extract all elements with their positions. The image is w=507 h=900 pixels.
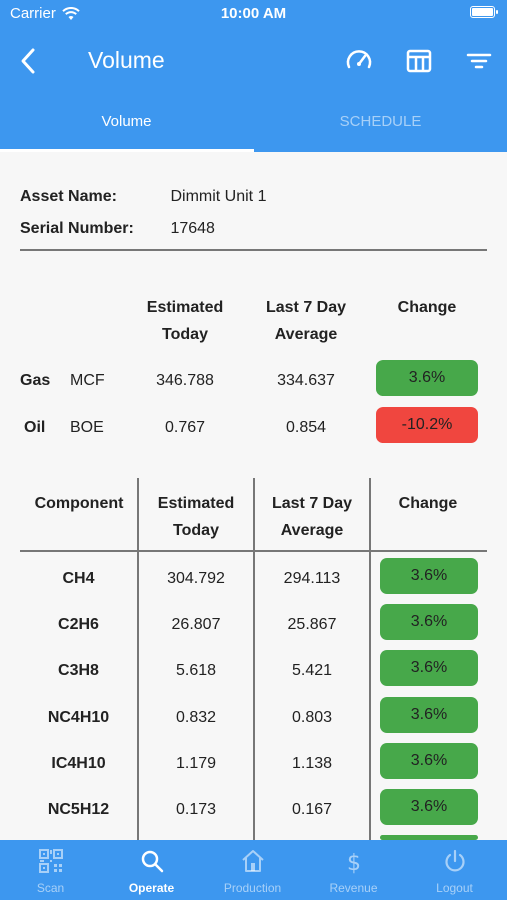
asset-name-label: Asset Name: — [20, 188, 117, 205]
component-change-partial — [380, 835, 478, 840]
tab-schedule[interactable]: SCHEDULE — [339, 113, 422, 130]
column-divider — [253, 478, 255, 840]
app-header: Carrier 10:00 AM Volume — [0, 0, 507, 152]
gauge-button[interactable] — [345, 47, 373, 75]
nav-bar: Volume — [0, 36, 507, 86]
summary-row-estimated: 0.767 — [164, 419, 206, 436]
component-change: 3.6% — [380, 743, 478, 779]
component-name: NC5H12 — [47, 801, 110, 818]
asset-name-value: Dimmit Unit 1 — [170, 188, 267, 205]
bottom-nav: Scan Operate Production $ Revenue Logout — [0, 840, 507, 900]
component-change: 3.6% — [380, 604, 478, 640]
component-name: CH4 — [62, 570, 95, 587]
summary-row-average: 334.637 — [277, 372, 335, 389]
tab-indicator — [0, 149, 254, 152]
component-estimated: 5.618 — [175, 662, 217, 679]
component-estimated: 26.807 — [171, 616, 221, 633]
dollar-icon: $ — [347, 851, 361, 874]
bottom-nav-label: Scan — [36, 881, 65, 895]
summary-row-unit: MCF — [70, 372, 105, 389]
serial-number-value: 17648 — [170, 220, 215, 237]
serial-number-row: Serial Number: 17648 — [20, 220, 215, 238]
component-average: 25.867 — [287, 616, 337, 633]
bottom-nav-label: Logout — [436, 881, 473, 895]
power-icon — [445, 849, 465, 872]
column-divider — [137, 478, 139, 840]
summary-row-name: Oil — [24, 419, 46, 436]
tab-bar: Volume SCHEDULE — [0, 100, 507, 152]
filter-icon — [466, 53, 492, 69]
table-icon — [406, 49, 432, 73]
volume-content[interactable]: Asset Name: Dimmit Unit 1 Serial Number:… — [0, 152, 507, 840]
component-header-average: Last 7 Day Average — [271, 495, 353, 539]
component-estimated: 0.832 — [175, 709, 217, 726]
bottom-nav-production[interactable]: Production — [202, 840, 303, 900]
divider — [20, 249, 487, 251]
component-header-estimated: Estimated Today — [157, 495, 235, 539]
back-chevron-icon — [21, 48, 35, 74]
qr-code-icon — [39, 849, 63, 873]
summary-row-average: 0.854 — [285, 419, 327, 436]
summary-header-estimated: Estimated Today — [146, 299, 224, 343]
carrier-label: Carrier — [10, 5, 56, 22]
component-name: IC4H10 — [51, 755, 106, 772]
bottom-nav-label: Operate — [128, 881, 175, 895]
back-button[interactable] — [14, 46, 44, 76]
component-average: 0.167 — [291, 801, 333, 818]
bottom-nav-operate[interactable]: Operate — [101, 840, 202, 900]
bottom-nav-logout[interactable]: Logout — [404, 840, 505, 900]
clock: 10:00 AM — [220, 5, 287, 22]
component-average: 294.113 — [283, 570, 341, 587]
page-title: Volume — [88, 47, 165, 73]
component-name: NC4H10 — [47, 709, 110, 726]
component-estimated: 1.179 — [175, 755, 217, 772]
component-change: 3.6% — [380, 650, 478, 686]
component-change: 3.6% — [380, 558, 478, 594]
svg-text:$: $ — [347, 851, 361, 874]
component-average: 0.803 — [291, 709, 333, 726]
status-bar: Carrier 10:00 AM — [0, 0, 507, 28]
component-header-change: Change — [398, 495, 458, 512]
home-icon — [242, 850, 264, 872]
search-icon — [141, 850, 164, 873]
bottom-nav-label: Production — [223, 881, 282, 895]
summary-row-unit: BOE — [70, 419, 104, 436]
filter-button[interactable] — [465, 47, 493, 75]
table-button[interactable] — [405, 47, 433, 75]
component-name: C2H6 — [58, 616, 99, 633]
summary-row-name: Gas — [20, 372, 51, 389]
summary-header-average: Last 7 Day Average — [265, 299, 347, 343]
summary-row-change: -10.2% — [376, 407, 478, 443]
summary-header-change: Change — [397, 299, 457, 316]
component-average: 1.138 — [291, 755, 333, 772]
bottom-nav-label: Revenue — [329, 881, 378, 895]
asset-name-row: Asset Name: Dimmit Unit 1 — [20, 188, 266, 206]
header-divider — [20, 550, 487, 552]
gauge-icon — [346, 50, 372, 69]
component-average: 5.421 — [291, 662, 333, 679]
tab-volume[interactable]: Volume — [101, 113, 152, 130]
component-estimated: 0.173 — [175, 801, 217, 818]
component-name: C3H8 — [58, 662, 99, 679]
bottom-nav-revenue[interactable]: $ Revenue — [303, 840, 404, 900]
component-header-name: Component — [34, 495, 124, 512]
component-change: 3.6% — [380, 789, 478, 825]
battery-icon — [470, 6, 498, 18]
wifi-icon — [62, 6, 80, 20]
serial-number-label: Serial Number: — [20, 220, 134, 237]
column-divider — [369, 478, 371, 840]
component-estimated: 304.792 — [167, 570, 225, 587]
bottom-nav-scan[interactable]: Scan — [0, 840, 101, 900]
component-change: 3.6% — [380, 697, 478, 733]
summary-row-estimated: 346.788 — [156, 372, 214, 389]
summary-row-change: 3.6% — [376, 360, 478, 396]
